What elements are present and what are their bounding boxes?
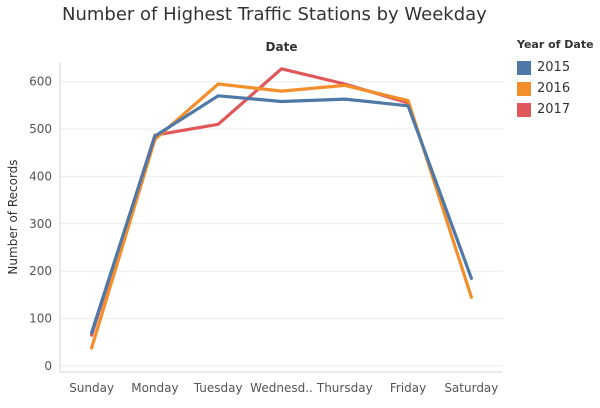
y-tick-label: 400 [29, 169, 52, 183]
legend-swatch [517, 60, 531, 75]
x-tick-label: Tuesday [193, 381, 243, 395]
x-tick-label: Friday [390, 381, 426, 395]
legend-label: 2015 [537, 60, 571, 75]
x-tick-label: Wednesd.. [250, 381, 313, 395]
y-tick-label: 200 [29, 264, 52, 278]
legend: Year of Date 2015 2016 2017 [517, 38, 599, 120]
y-tick-label: 600 [29, 75, 52, 89]
y-tick-label: 500 [29, 122, 52, 136]
column-header: Date [265, 40, 298, 54]
legend-label: 2017 [537, 102, 571, 117]
y-tick-label: 0 [44, 359, 52, 373]
x-tick-label: Thursday [316, 381, 373, 395]
chart-title: Number of Highest Traffic Stations by We… [62, 4, 487, 25]
legend-swatch [517, 81, 531, 96]
legend-label: 2016 [537, 81, 571, 96]
legend-item-2017[interactable]: 2017 [517, 99, 599, 120]
x-tick-label: Monday [131, 381, 178, 395]
series-line-2015 [89, 94, 473, 335]
y-tick-label: 300 [29, 217, 52, 231]
y-axis-label: Number of Records [6, 159, 20, 274]
legend-item-2016[interactable]: 2016 [517, 78, 599, 99]
y-tick-label: 100 [29, 312, 52, 326]
legend-swatch [517, 102, 531, 117]
legend-title: Year of Date [517, 38, 594, 51]
legend-item-2015[interactable]: 2015 [517, 57, 599, 78]
x-tick-label: Sunday [69, 381, 114, 395]
x-tick-label: Saturday [444, 381, 498, 395]
series-line-2017 [89, 67, 410, 337]
